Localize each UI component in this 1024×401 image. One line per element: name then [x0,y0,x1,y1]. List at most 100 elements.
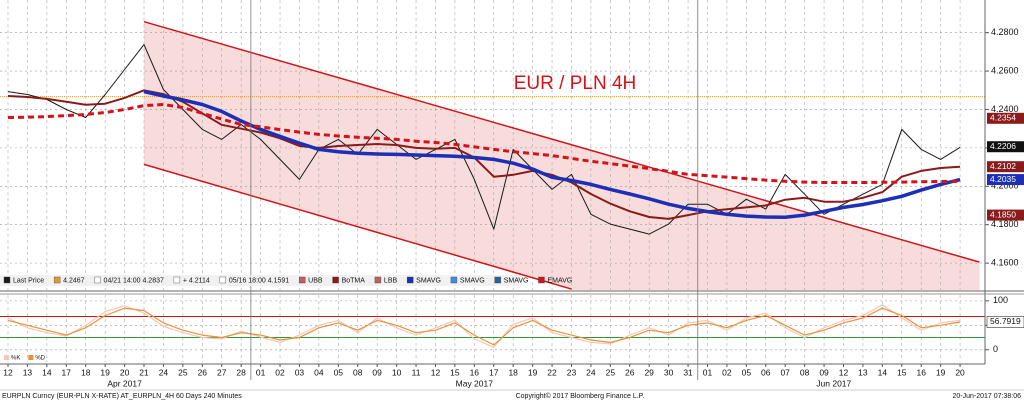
series-line [7,304,961,348]
x-tick-label: 08 [353,367,363,377]
value-tag-label: 4.2354 [990,113,1016,123]
legend-label: + 4.2114 [183,277,210,284]
y-tick-label: 100 [993,295,1008,305]
y-tick-label: 4.2600 [991,65,1019,75]
series-line [7,44,961,235]
legend-swatch [4,355,9,360]
x-tick-label: 10 [392,367,402,377]
value-tag-label: 4.2035 [990,174,1016,184]
x-tick-label: 12 [431,367,441,377]
month-label: Apr 2017 [107,378,142,388]
x-tick-label: 20 [120,367,130,377]
legend-swatch [3,276,11,284]
y-tick-label: 4.1800 [991,219,1019,229]
value-tag-label: 4.1850 [990,209,1016,219]
x-tick-label: 09 [372,367,382,377]
series-line [7,307,961,346]
chart-title: EUR / PLN 4H [514,73,636,94]
legend-swatch [494,276,501,284]
x-tick-label: 01 [256,367,266,377]
legend-swatch [332,276,339,284]
x-tick-label: 22 [547,367,557,377]
price-panel [0,0,985,290]
x-tick-label: 19 [100,367,110,377]
value-tag [987,141,1024,153]
value-tag-label: 4.2102 [990,161,1016,171]
x-tick-label: 14 [42,367,52,377]
x-tick-label: 23 [567,367,577,377]
legend-label: EMAVG [547,277,572,284]
legend-label: SMAVG [460,277,485,284]
x-tick-label: 05 [742,367,752,377]
x-tick-label: 03 [295,367,305,377]
y-tick-label: 4.1600 [991,257,1019,267]
legend-swatch [406,276,414,284]
x-tick-label: 19 [528,367,538,377]
legend-label: Last Price [13,277,44,284]
y-tick-label: 4.2800 [991,27,1019,37]
x-tick-label: 26 [198,367,208,377]
legend-label: BoTMA [342,277,366,284]
x-tick-label: 31 [683,367,693,377]
x-tick-label: 09 [819,367,829,377]
y-tick-label: 0 [993,344,998,354]
x-tick-label: 12 [3,367,13,377]
x-tick-label: 16 [470,367,480,377]
value-tag-label: 56.7919 [990,316,1021,326]
x-tick-label: 13 [23,367,33,377]
legend-swatch [94,276,101,284]
legend-background [0,275,522,286]
month-label: May 2017 [456,378,494,388]
legend-label: SMAVG [416,277,441,284]
x-tick-label: 07 [780,367,790,377]
legend-label: 05/16 18:00 4.1591 [229,277,289,284]
x-tick-label: 19 [936,367,946,377]
x-tick-label: 02 [275,367,285,377]
oscillator-panel [0,295,985,362]
value-tag [987,174,1024,186]
y-tick-label: 4.2000 [991,181,1019,191]
value-tag [987,112,1024,124]
x-tick-label: 11 [412,367,421,377]
legend-label: 04/21 14:00 4.2837 [104,277,164,284]
x-tick-label: 04 [314,367,324,377]
x-tick-label: 14 [878,367,888,377]
legend-label: %K [11,356,20,362]
x-tick-label: 15 [450,367,460,377]
x-tick-label: 26 [625,367,635,377]
x-tick-label: 30 [664,367,674,377]
x-tick-label: 17 [489,367,499,377]
x-tick-label: 25 [178,367,188,377]
x-tick-label: 16 [916,367,926,377]
legend-swatch [298,276,306,284]
x-tick-label: 01 [703,367,713,377]
footer-center: Copyright© 2017 Bloomberg Finance L.P. [516,392,645,400]
legend-swatch [374,276,382,284]
legend-label: 4.2467 [63,277,85,284]
x-tick-label: 25 [606,367,616,377]
series-line [7,103,961,184]
x-tick-label: 28 [236,367,246,377]
value-tag [987,209,1024,221]
value-tag [986,316,1024,328]
legend-swatch [173,276,181,284]
series-line [143,89,961,219]
x-tick-label: 08 [800,367,810,377]
x-tick-label: 27 [217,367,227,377]
channel-line [143,163,572,290]
channel-line [143,20,980,263]
value-tag-label: 4.2206 [990,141,1016,151]
channel-fill [144,21,980,290]
month-label: Jun 2017 [816,378,851,388]
x-tick-label: 15 [897,367,907,377]
legend-label: LBB [384,277,398,284]
value-tag [987,161,1024,173]
legend-swatch [28,355,34,360]
legend-swatch [219,276,227,284]
y-tick-label: 4.2400 [991,104,1019,114]
x-tick-label: 02 [722,367,732,377]
legend-swatch [53,276,61,284]
x-tick-label: 29 [644,367,654,377]
legend-label: %D [35,356,45,362]
